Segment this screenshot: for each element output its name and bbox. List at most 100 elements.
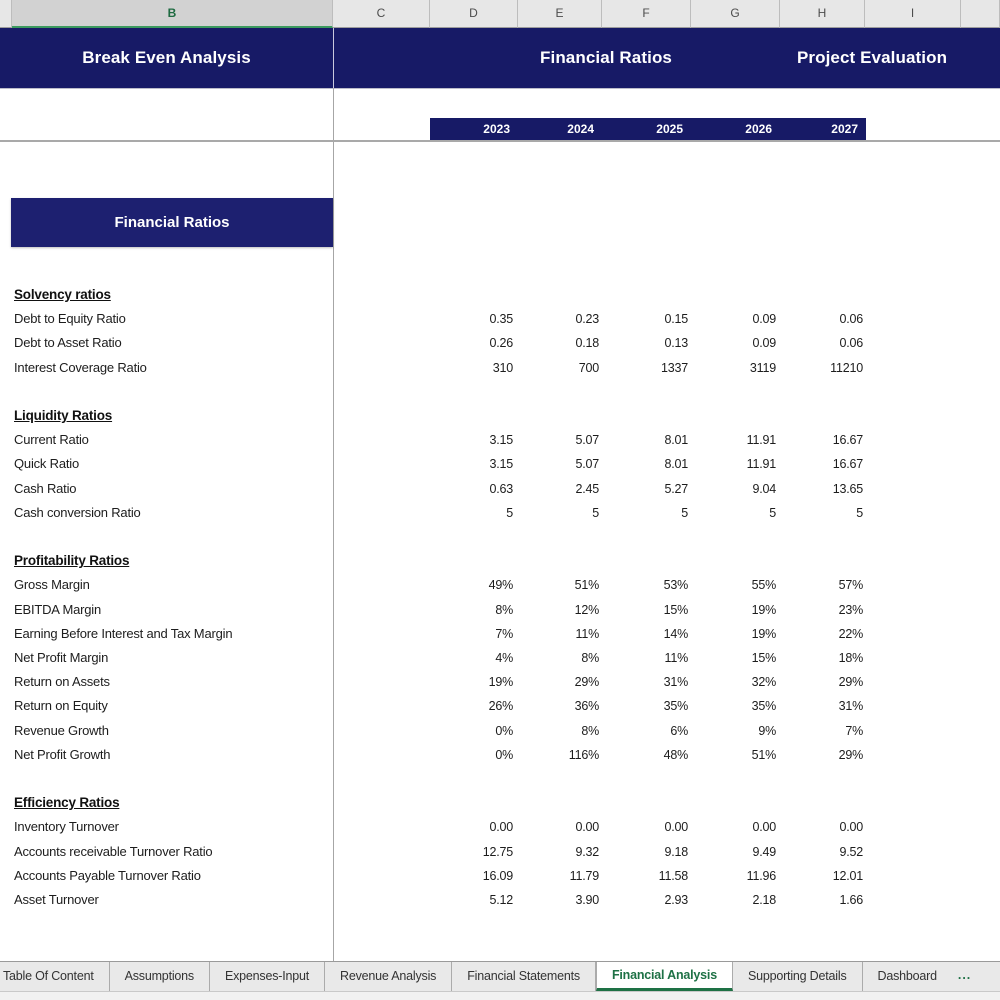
value-cell[interactable]: 8.01 (664, 457, 688, 472)
value-cell[interactable]: 11% (664, 651, 689, 665)
value-cell[interactable]: 36% (574, 699, 600, 714)
value-cell[interactable]: 7% (495, 626, 513, 641)
row-label[interactable]: Debt to Asset Ratio (14, 335, 122, 351)
value-cell[interactable]: 22% (838, 626, 864, 641)
value-cell[interactable]: 11.91 (746, 433, 777, 448)
row-label[interactable]: Inventory Turnover (14, 819, 119, 835)
year-header-2025[interactable]: 2025 (656, 122, 683, 136)
value-cell[interactable]: 5.07 (575, 457, 599, 472)
value-cell[interactable]: 12.01 (832, 868, 863, 883)
value-cell[interactable]: 9.32 (575, 844, 599, 859)
row-label[interactable]: Cash Ratio (14, 480, 77, 496)
row-label[interactable]: EBITDA Margin (14, 601, 101, 617)
value-cell[interactable]: 1.66 (839, 893, 863, 907)
value-cell[interactable]: 48% (663, 747, 689, 762)
value-cell[interactable]: 11% (575, 626, 600, 641)
section-heading[interactable]: Efficiency Ratios (14, 795, 120, 811)
column-header-C[interactable]: C (333, 0, 430, 28)
row-label[interactable]: Accounts receivable Turnover Ratio (14, 843, 213, 859)
value-cell[interactable]: 9% (758, 723, 776, 738)
value-cell[interactable]: 53% (663, 578, 689, 593)
value-cell[interactable]: 0.35 (489, 312, 513, 327)
value-cell[interactable]: 31% (838, 699, 864, 714)
row-label[interactable]: Interest Coverage Ratio (14, 359, 147, 375)
value-cell[interactable]: 11.91 (746, 457, 777, 472)
value-cell[interactable]: 11210 (830, 360, 863, 375)
row-label[interactable]: Debt to Equity Ratio (14, 311, 126, 327)
title-break-even-analysis[interactable]: Break Even Analysis (82, 48, 251, 67)
sheet-tab-supporting-details[interactable]: Supporting Details (733, 962, 863, 991)
section-heading[interactable]: Profitability Ratios (14, 553, 130, 569)
value-cell[interactable]: 16.67 (832, 457, 863, 472)
value-cell[interactable]: 8% (581, 723, 599, 738)
value-cell[interactable]: 11.79 (569, 868, 600, 883)
value-cell[interactable]: 29% (838, 747, 864, 762)
value-cell[interactable]: 3.15 (489, 433, 513, 448)
value-cell[interactable]: 15% (663, 602, 689, 617)
value-cell[interactable]: 26% (488, 699, 514, 714)
column-header-E[interactable]: E (518, 0, 602, 28)
section-heading[interactable]: Solvency ratios (14, 287, 111, 302)
value-cell[interactable]: 3.15 (489, 457, 513, 472)
value-cell[interactable]: 8% (581, 651, 599, 665)
value-cell[interactable]: 9.52 (839, 844, 863, 859)
value-cell[interactable]: 29% (838, 675, 864, 690)
value-cell[interactable]: 116% (568, 747, 599, 762)
value-cell[interactable]: 0.18 (575, 336, 599, 351)
value-cell[interactable]: 8.01 (664, 433, 688, 448)
value-cell[interactable]: 12.75 (482, 844, 513, 859)
value-cell[interactable]: 11.96 (746, 868, 777, 883)
value-cell[interactable]: 14% (663, 626, 689, 641)
value-cell[interactable]: 0.06 (839, 312, 863, 327)
year-header-2024[interactable]: 2024 (567, 122, 594, 136)
row-label[interactable]: Earning Before Interest and Tax Margin (14, 625, 233, 641)
value-cell[interactable]: 49% (488, 578, 514, 593)
value-cell[interactable]: 8% (495, 602, 513, 617)
column-header-F[interactable]: F (602, 0, 691, 28)
value-cell[interactable]: 7% (845, 723, 863, 738)
row-label[interactable]: Revenue Growth (14, 722, 109, 738)
value-cell[interactable]: 5 (506, 505, 513, 520)
value-cell[interactable]: 0.13 (664, 336, 688, 351)
column-header-G[interactable]: G (691, 0, 780, 28)
row-label[interactable]: Net Profit Margin (14, 650, 109, 665)
value-cell[interactable]: 29% (574, 675, 600, 690)
row-label[interactable]: Cash conversion Ratio (14, 504, 141, 520)
value-cell[interactable]: 0% (495, 747, 513, 762)
value-cell[interactable]: 11.58 (658, 868, 689, 883)
title-financial-ratios[interactable]: Financial Ratios (540, 48, 672, 67)
value-cell[interactable]: 19% (488, 675, 514, 690)
value-cell[interactable]: 700 (578, 360, 599, 375)
year-header-row[interactable]: 2023 2024 2025 2026 2027 (430, 118, 866, 141)
year-header-2027[interactable]: 2027 (831, 122, 858, 136)
sheet-tab-dashboard[interactable]: Dashboard (877, 969, 938, 983)
row-label[interactable]: Net Profit Growth (14, 746, 111, 762)
value-cell[interactable]: 32% (751, 675, 777, 690)
column-header-D[interactable]: D (430, 0, 518, 28)
value-cell[interactable]: 16.09 (482, 868, 513, 883)
value-cell[interactable]: 2.45 (575, 481, 599, 496)
value-cell[interactable]: 2.18 (752, 893, 776, 907)
value-cell[interactable]: 16.67 (832, 433, 863, 448)
row-label[interactable]: Asset Turnover (14, 892, 99, 907)
value-cell[interactable]: 0.23 (575, 312, 599, 327)
value-cell[interactable]: 5 (856, 505, 863, 520)
row-label[interactable]: Gross Margin (14, 577, 90, 593)
value-cell[interactable]: 15% (751, 651, 777, 665)
section-heading[interactable]: Liquidity Ratios (14, 408, 113, 423)
title-banner[interactable]: Break Even Analysis Financial Ratios Pro… (0, 28, 1000, 88)
column-header-H[interactable]: H (780, 0, 865, 28)
value-cell[interactable]: 55% (751, 578, 777, 593)
title-project-evaluation[interactable]: Project Evaluation (796, 48, 948, 67)
year-header-2023[interactable]: 2023 (483, 122, 510, 136)
column-header-B[interactable]: B (12, 0, 333, 28)
column-header-I[interactable]: I (865, 0, 961, 28)
value-cell[interactable]: 57% (838, 578, 864, 593)
sheet-tab-assumptions[interactable]: Assumptions (110, 962, 210, 991)
row-label[interactable]: Accounts Payable Turnover Ratio (14, 867, 201, 883)
value-cell[interactable]: 9.18 (664, 844, 688, 859)
value-cell[interactable]: 0.00 (664, 820, 688, 835)
value-cell[interactable]: 0.06 (839, 336, 863, 351)
section-banner-financial-ratios[interactable]: Financial Ratios (11, 198, 333, 247)
value-cell[interactable]: 3.90 (575, 893, 599, 907)
